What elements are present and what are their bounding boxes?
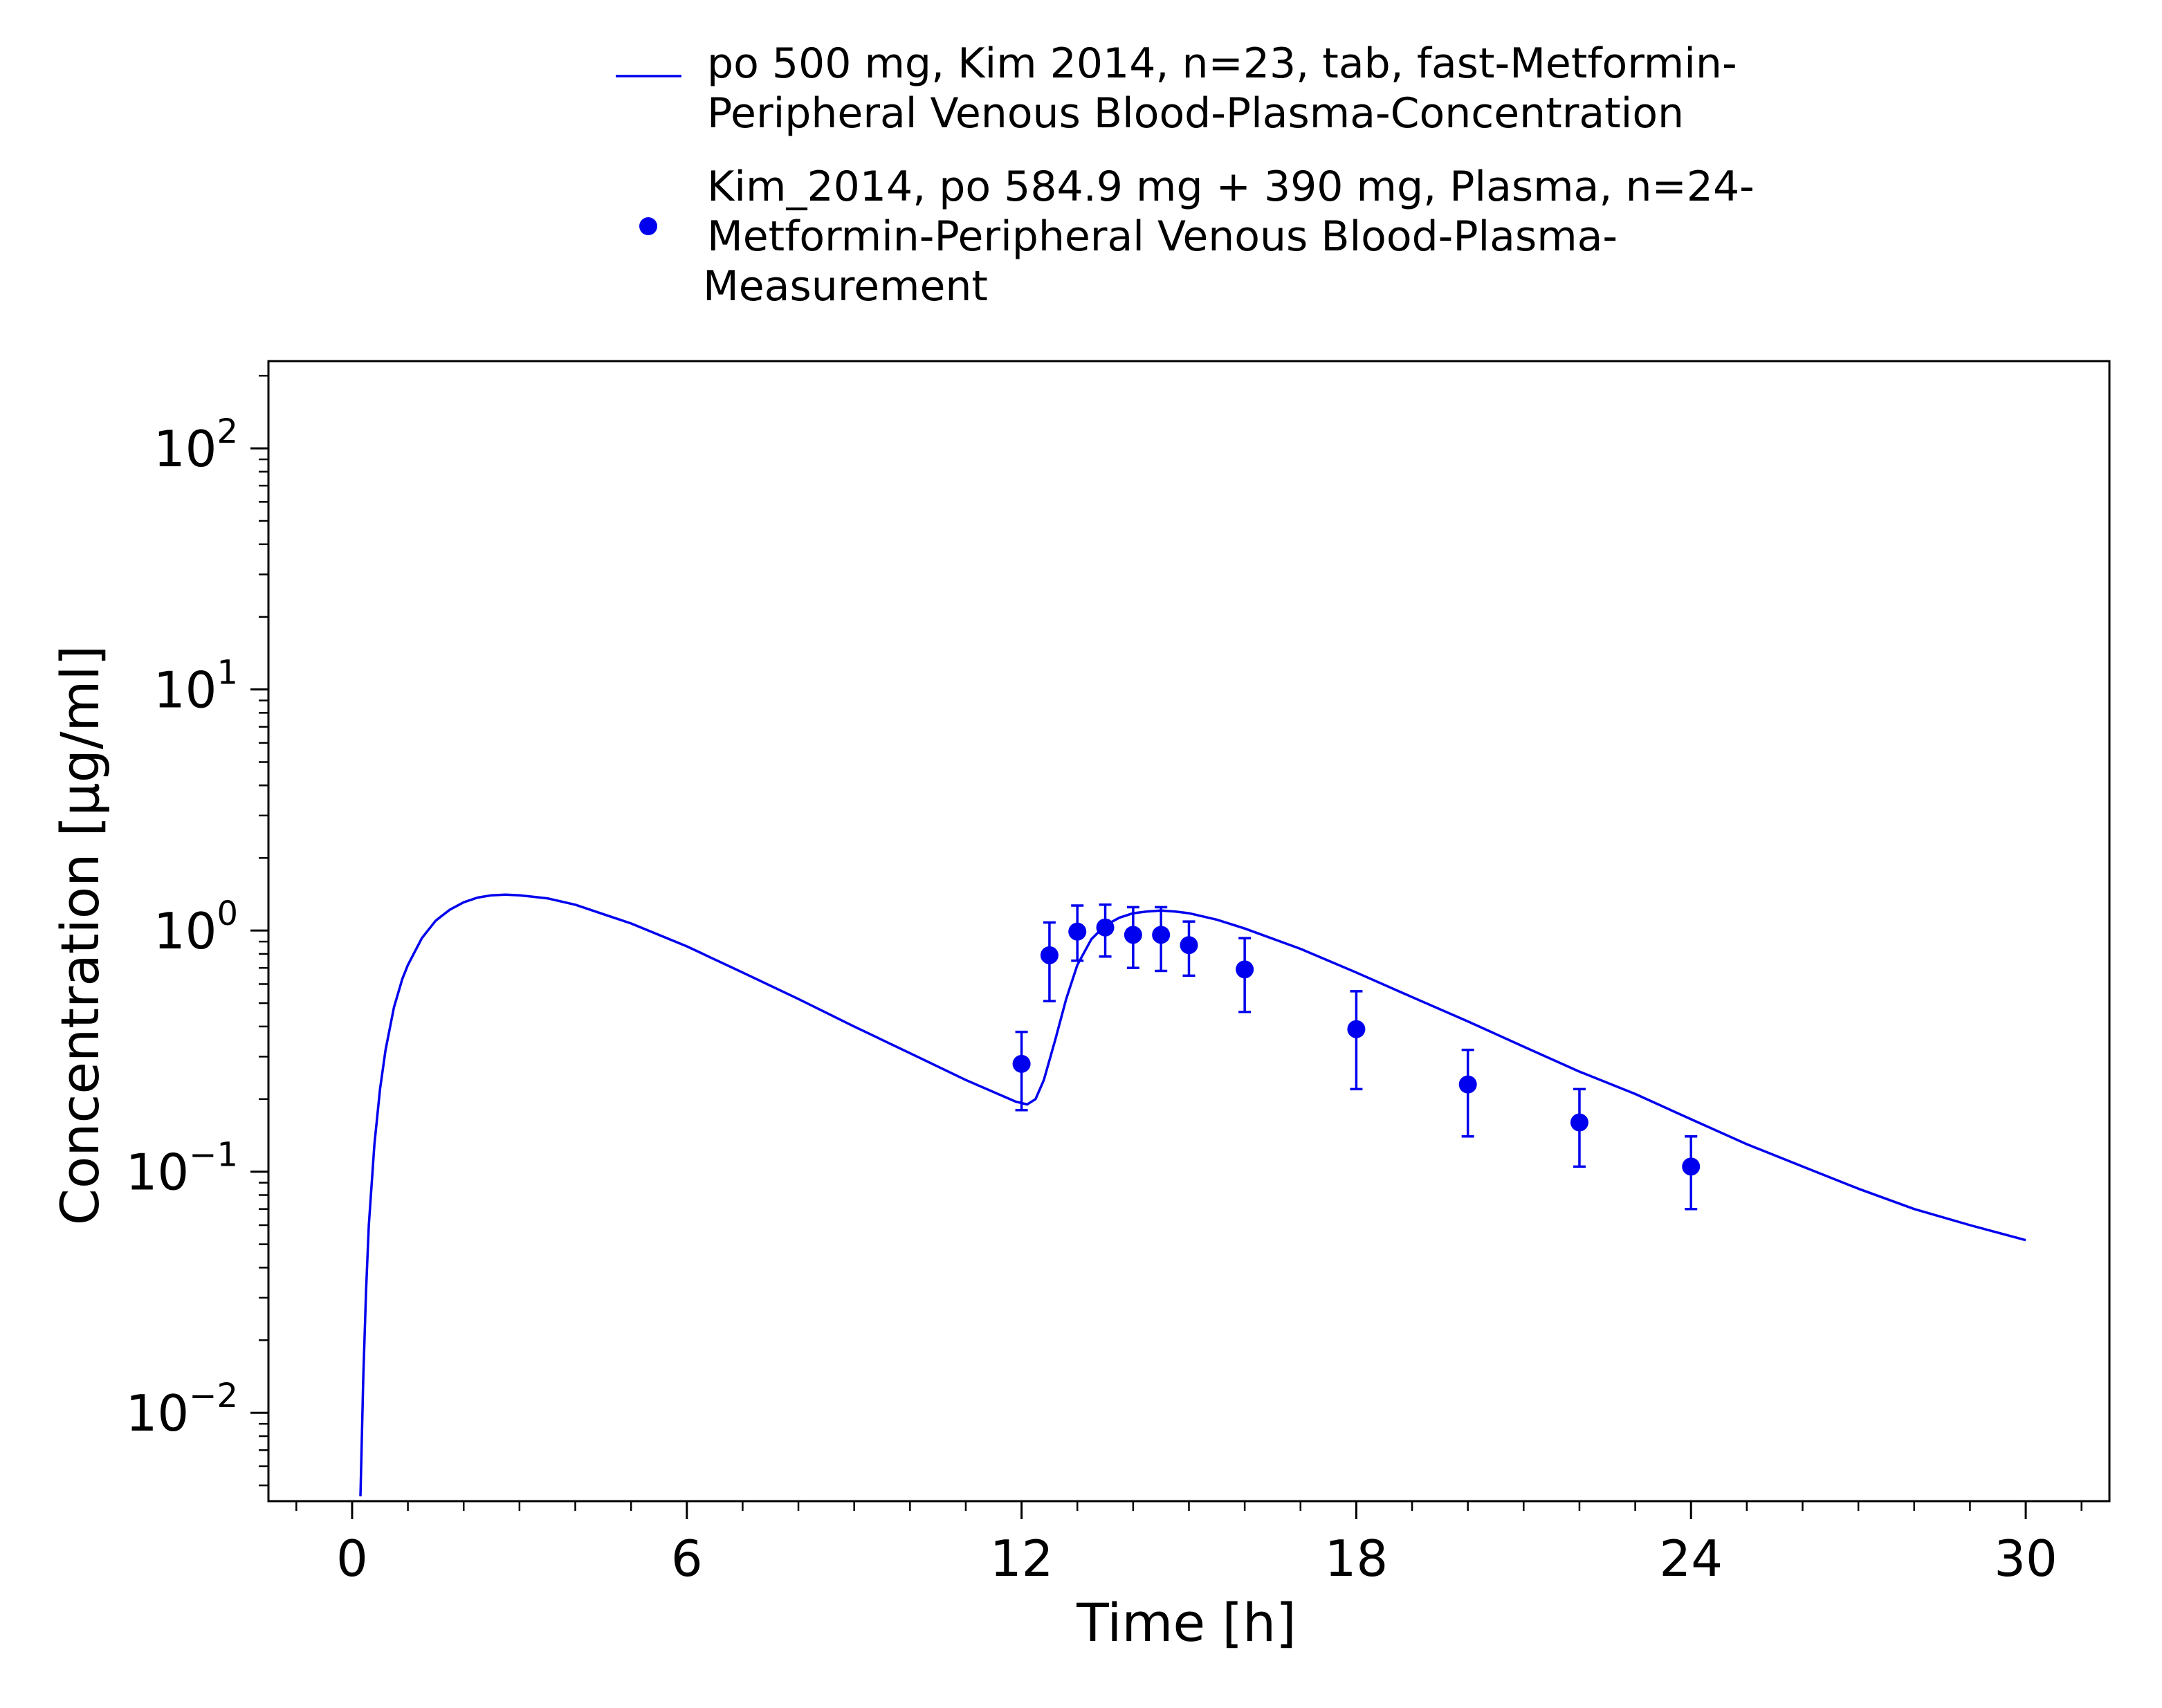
legend: po 500 mg, Kim 2014, n=23, tab, fast-Met… bbox=[616, 39, 1755, 311]
x-tick-label: 18 bbox=[1325, 1530, 1389, 1588]
data-point-group bbox=[1347, 990, 1366, 1091]
legend-label-observed: Kim_2014, po 584.9 mg + 390 mg, Plasma, … bbox=[707, 163, 1755, 211]
y-tick-label: 102 bbox=[154, 412, 238, 478]
data-point-group bbox=[1458, 1048, 1477, 1138]
legend-marker-swatch bbox=[639, 217, 657, 235]
data-point bbox=[1040, 946, 1059, 964]
series-line-simulation bbox=[359, 893, 2026, 1497]
data-point-group bbox=[1180, 920, 1198, 977]
axes: 0 6 12 18 24 30 10−2 10−1 100 101 102 bbox=[126, 360, 2111, 1588]
data-point bbox=[1152, 926, 1171, 944]
data-point bbox=[1236, 960, 1254, 979]
data-point bbox=[1570, 1113, 1588, 1132]
data-point-group bbox=[1152, 906, 1171, 973]
data-point-group bbox=[1096, 903, 1115, 958]
x-tick-label: 12 bbox=[990, 1530, 1054, 1588]
y-tick-label: 100 bbox=[154, 894, 238, 960]
data-point-group bbox=[1236, 937, 1254, 1013]
x-tick-label: 30 bbox=[1994, 1530, 2058, 1588]
data-point-group bbox=[1682, 1135, 1701, 1211]
legend-label-simulation: Peripheral Venous Blood-Plasma-Concentra… bbox=[707, 89, 1684, 138]
data-point-group bbox=[1012, 1030, 1031, 1112]
data-point bbox=[1012, 1054, 1031, 1073]
data-point bbox=[1124, 926, 1142, 944]
legend-label-observed: Measurement bbox=[703, 262, 988, 311]
data-point-group bbox=[1124, 906, 1142, 969]
data-point bbox=[1180, 936, 1198, 955]
data-point-group bbox=[1040, 921, 1059, 1002]
plot-area bbox=[359, 893, 2026, 1497]
data-point bbox=[1682, 1157, 1701, 1176]
y-tick-label: 101 bbox=[154, 654, 238, 719]
legend-label-observed: Metformin-Peripheral Venous Blood-Plasma… bbox=[707, 212, 1618, 261]
x-tick-label: 6 bbox=[671, 1530, 703, 1588]
legend-label-simulation: po 500 mg, Kim 2014, n=23, tab, fast-Met… bbox=[707, 39, 1737, 88]
y-axis-title: Concentration [µg/ml] bbox=[49, 645, 111, 1225]
data-point bbox=[1068, 922, 1087, 941]
x-tick-label: 0 bbox=[336, 1530, 368, 1588]
y-tick-label: 10−2 bbox=[126, 1377, 238, 1442]
x-axis-title: Time [h] bbox=[1076, 1592, 1297, 1653]
data-point bbox=[1458, 1075, 1477, 1094]
x-tick-label: 24 bbox=[1659, 1530, 1723, 1588]
data-point-group bbox=[1570, 1087, 1588, 1168]
y-tick-label: 10−1 bbox=[126, 1136, 238, 1202]
data-point-group bbox=[1068, 904, 1087, 962]
data-point bbox=[1096, 918, 1115, 937]
data-point bbox=[1347, 1020, 1366, 1038]
